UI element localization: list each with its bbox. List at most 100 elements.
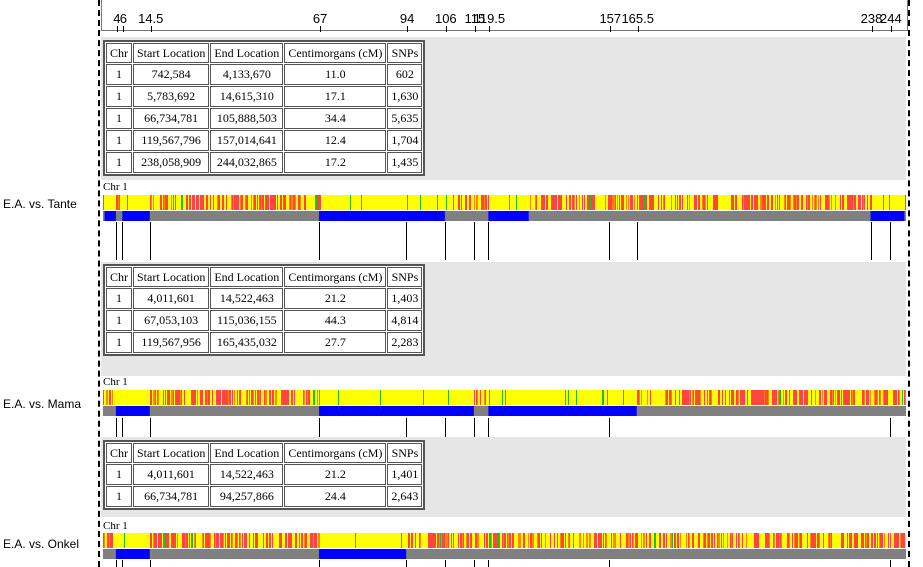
column-header: Centimorgans (cM) bbox=[284, 43, 387, 63]
genotype-stripe bbox=[173, 533, 175, 548]
genotype-stripe bbox=[853, 195, 854, 210]
genotype-stripe bbox=[244, 533, 245, 548]
chromosome-bar-svg bbox=[103, 195, 906, 221]
genotype-stripe bbox=[316, 195, 317, 210]
genotype-stripe bbox=[711, 390, 712, 405]
genotype-stripe bbox=[885, 390, 886, 405]
genotype-stripe bbox=[227, 533, 228, 548]
comparison-label-tante: E.A. vs. Tante bbox=[3, 197, 77, 211]
genotype-stripe bbox=[445, 533, 446, 548]
genotype-stripe bbox=[458, 195, 459, 210]
column-header: Start Location bbox=[133, 443, 210, 463]
genotype-stripe bbox=[828, 533, 829, 548]
genotype-stripe bbox=[544, 195, 545, 210]
genotype-stripe bbox=[150, 390, 152, 405]
genotype-stripe bbox=[765, 533, 766, 548]
genotype-stripe bbox=[530, 533, 532, 548]
genotype-stripe bbox=[829, 533, 830, 548]
genotype-stripe bbox=[780, 390, 781, 405]
genotype-stripe bbox=[847, 533, 848, 548]
genotype-stripe bbox=[788, 533, 789, 548]
shared-segment bbox=[115, 549, 150, 559]
genotype-stripe bbox=[699, 390, 700, 405]
table-cell: 1 bbox=[106, 86, 132, 107]
genotype-stripe bbox=[883, 195, 884, 210]
ruler-tick-label: 119.5 bbox=[473, 11, 506, 26]
genotype-stripe bbox=[419, 533, 420, 548]
genotype-stripe bbox=[795, 390, 796, 405]
genotype-stripe bbox=[234, 390, 235, 405]
genotype-stripe bbox=[223, 390, 225, 405]
cm-position-ruler: 4 6 14.5 67 94 106 115 119.5 157 165.5 238 244 bbox=[101, 0, 908, 32]
genotype-stripe bbox=[787, 195, 789, 210]
genotype-stripe bbox=[226, 390, 228, 405]
genotype-stripe bbox=[355, 533, 356, 548]
table-cell: 34.4 bbox=[284, 108, 387, 129]
table-row: 1 5,783,692 14,615,310 17.1 1,630 bbox=[106, 86, 423, 107]
ruler-tick-label: 238 bbox=[860, 11, 883, 26]
genotype-stripe bbox=[643, 533, 644, 548]
genotype-stripe bbox=[197, 195, 198, 210]
genotype-stripe bbox=[246, 390, 247, 405]
genotype-stripe bbox=[884, 390, 885, 405]
comparison-label-mama: E.A. vs. Mama bbox=[3, 397, 82, 411]
genotype-stripe bbox=[447, 533, 448, 548]
genotype-stripe bbox=[265, 195, 267, 210]
column-header: SNPs bbox=[387, 267, 423, 287]
genotype-stripe bbox=[675, 195, 676, 210]
genotype-stripe bbox=[797, 195, 799, 210]
table-cell: 4,133,670 bbox=[210, 64, 284, 85]
genotype-stripe bbox=[116, 195, 118, 210]
genotype-stripe bbox=[849, 533, 851, 548]
genotype-stripe bbox=[807, 533, 808, 548]
genotype-stripe bbox=[826, 390, 827, 405]
genotype-stripe bbox=[222, 533, 223, 548]
genotype-stripe bbox=[615, 533, 616, 548]
genotype-stripe bbox=[478, 533, 479, 548]
chromosome-bar-tante bbox=[103, 195, 906, 222]
genotype-stripe bbox=[796, 195, 797, 210]
genotype-stripe bbox=[221, 533, 222, 548]
guide-line bbox=[488, 222, 490, 260]
table-cell: 742,584 bbox=[133, 64, 210, 85]
genotype-stripe bbox=[171, 390, 172, 405]
genotype-stripe bbox=[411, 533, 412, 548]
column-header: SNPs bbox=[387, 443, 423, 463]
guide-line bbox=[488, 418, 490, 437]
table-row: 1 742,584 4,133,670 11.0 602 bbox=[106, 64, 423, 85]
ruler-tick-mark bbox=[610, 26, 612, 32]
genotype-stripe bbox=[822, 390, 823, 405]
genotype-stripe bbox=[497, 533, 498, 548]
table-cell: 4,011,601 bbox=[133, 464, 210, 485]
genotype-stripe bbox=[794, 533, 795, 548]
genotype-stripe bbox=[361, 195, 362, 210]
genotype-stripe bbox=[852, 195, 853, 210]
genotype-stripe bbox=[154, 390, 155, 405]
genotype-stripe bbox=[480, 390, 481, 405]
genotype-stripe bbox=[164, 533, 165, 548]
genotype-stripe bbox=[579, 195, 580, 210]
genotype-stripe bbox=[505, 390, 506, 405]
genotype-stripe bbox=[867, 390, 868, 405]
genotype-stripe bbox=[702, 195, 703, 210]
genotype-stripe bbox=[109, 390, 111, 405]
genotype-stripe bbox=[826, 195, 827, 210]
left-dashed-border bbox=[98, 0, 100, 567]
genotype-stripe bbox=[560, 533, 561, 548]
genotype-stripe bbox=[655, 533, 656, 548]
table-cell: 94,257,866 bbox=[210, 486, 284, 507]
table-cell: 2,283 bbox=[387, 332, 423, 353]
guide-line bbox=[149, 222, 151, 260]
genotype-stripe bbox=[173, 390, 174, 405]
genotype-stripe bbox=[201, 390, 202, 405]
genotype-stripe bbox=[862, 390, 864, 405]
table-cell: 17.1 bbox=[284, 86, 387, 107]
genotype-stripe bbox=[649, 195, 650, 210]
guide-line bbox=[636, 222, 638, 260]
genotype-stripe bbox=[776, 533, 778, 548]
genotype-stripe bbox=[573, 533, 574, 548]
ruler-tick-label: 115 bbox=[464, 11, 486, 26]
genotype-stripe bbox=[664, 195, 665, 210]
genotype-stripe bbox=[532, 533, 533, 548]
genotype-stripe bbox=[889, 195, 890, 210]
